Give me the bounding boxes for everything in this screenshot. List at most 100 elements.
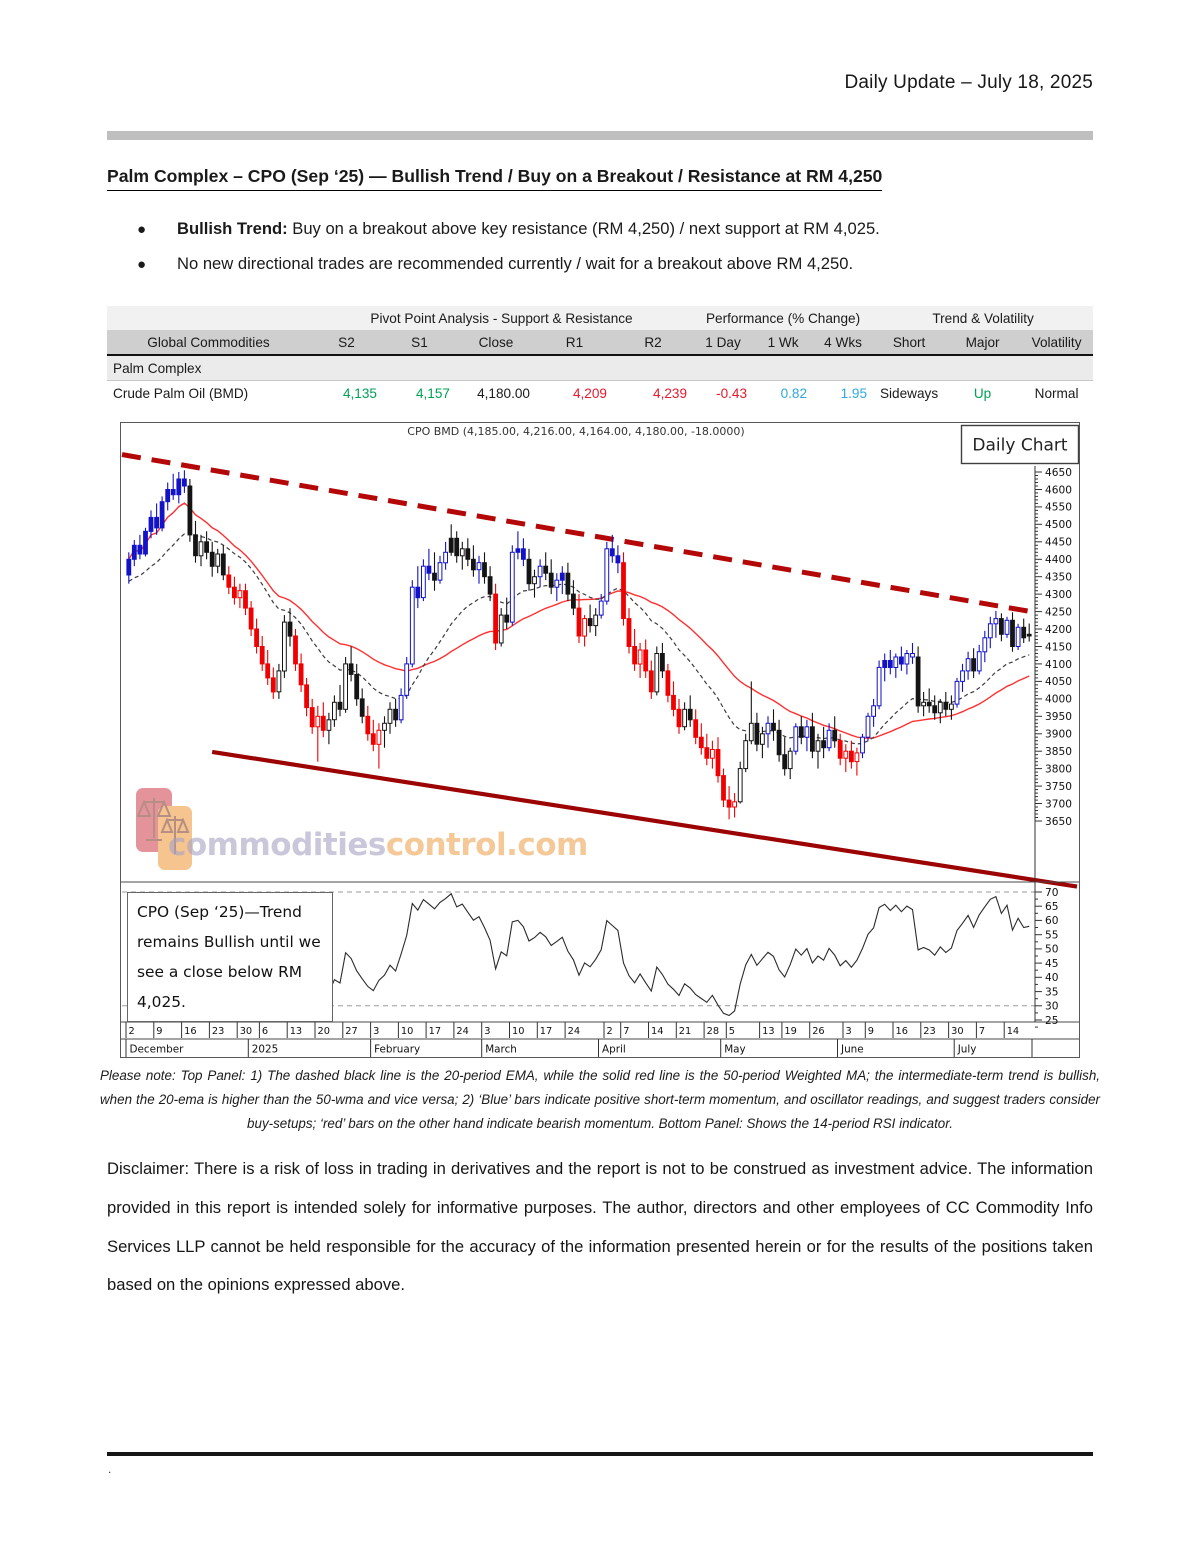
svg-text:3: 3	[846, 1026, 852, 1037]
svg-text:13: 13	[290, 1026, 302, 1037]
svg-text:4600: 4600	[1045, 484, 1072, 496]
cell-close: 4,180.00	[456, 380, 536, 405]
svg-text:June: June	[840, 1044, 864, 1056]
cell-r1: 4,209	[536, 380, 613, 405]
disclaimer-text: Disclaimer: There is a risk of loss in t…	[107, 1159, 1093, 1295]
col-1wk: 1 Wk	[753, 330, 814, 356]
bullet-text: Bullish Trend: Buy on a breakout above k…	[177, 219, 880, 238]
table-group-header-row: Pivot Point Analysis - Support & Resista…	[107, 306, 1094, 330]
svg-text:4650: 4650	[1045, 467, 1072, 479]
svg-text:July: July	[957, 1044, 977, 1056]
pivot-point-table: Pivot Point Analysis - Support & Resista…	[107, 306, 1094, 405]
svg-text:4200: 4200	[1045, 624, 1072, 636]
svg-text:4050: 4050	[1045, 676, 1072, 688]
cell-major-trend: Up	[945, 380, 1021, 405]
svg-text:4,025.: 4,025.	[137, 993, 186, 1011]
svg-text:30: 30	[1045, 1001, 1059, 1013]
svg-text:April: April	[602, 1044, 626, 1056]
svg-text:4250: 4250	[1045, 606, 1072, 618]
svg-text:70: 70	[1045, 887, 1059, 899]
svg-text:30: 30	[951, 1026, 963, 1037]
daily-chart: commoditiescontrol.com 4650 4600 4550 4500 44…	[120, 422, 1080, 1058]
col-s2: S2	[310, 330, 383, 356]
svg-text:23: 23	[923, 1026, 935, 1037]
cell-1wk: 0.82	[753, 380, 814, 405]
svg-text:16: 16	[896, 1026, 908, 1037]
svg-text:55: 55	[1045, 930, 1058, 942]
page-title: Palm Complex – CPO (Sep ‘25) — Bullish T…	[107, 166, 883, 191]
bullet-item: ● No new directional trades are recommen…	[137, 253, 1087, 275]
svg-text:6: 6	[262, 1026, 268, 1037]
svg-text:27: 27	[345, 1026, 357, 1037]
ema20-line	[128, 533, 1030, 745]
table-section-row: Palm Complex	[107, 355, 1094, 381]
svg-text:3700: 3700	[1045, 798, 1072, 810]
svg-text:February: February	[374, 1044, 420, 1056]
cell-s1: 4,157	[383, 380, 456, 405]
watermark-text: commoditiescontrol.com	[168, 827, 588, 863]
svg-text:4100: 4100	[1045, 659, 1072, 671]
svg-text:40: 40	[1045, 972, 1059, 984]
svg-text:3: 3	[373, 1026, 379, 1037]
svg-text:4400: 4400	[1045, 554, 1072, 566]
daily-chart-svg: commoditiescontrol.com 4650 4600 4550 4500 44…	[120, 422, 1080, 1058]
cell-4wks: 1.95	[813, 380, 874, 405]
svg-text:20: 20	[318, 1026, 330, 1037]
svg-text:March: March	[485, 1044, 517, 1056]
footer-divider	[107, 1452, 1093, 1456]
bullet-text: No new directional trades are recommende…	[177, 254, 854, 274]
col-1day: 1 Day	[693, 330, 754, 356]
svg-text:23: 23	[212, 1026, 224, 1037]
chart-footnote: Please note: Top Panel: 1) The dashed bl…	[100, 1068, 1100, 1131]
watermark-logo	[136, 788, 192, 870]
col-major: Major	[945, 330, 1021, 356]
svg-text:3650: 3650	[1045, 816, 1072, 828]
svg-text:65: 65	[1045, 901, 1058, 913]
svg-text:4150: 4150	[1045, 641, 1072, 653]
svg-text:see a close below RM: see a close below RM	[137, 963, 302, 981]
svg-text:19: 19	[784, 1026, 796, 1037]
group-header-pivot: Pivot Point Analysis - Support & Resista…	[310, 306, 694, 330]
svg-text:December: December	[130, 1044, 185, 1056]
bullet-dot-icon: ●	[137, 221, 147, 238]
svg-text:4500: 4500	[1045, 519, 1072, 531]
right-axis: 4650460045504500445044004350430042504200…	[1034, 466, 1072, 1028]
footer-mark: .	[108, 1462, 112, 1476]
col-4wks: 4 Wks	[813, 330, 874, 356]
svg-text:3900: 3900	[1045, 729, 1072, 741]
svg-text:Daily Chart: Daily Chart	[972, 436, 1067, 456]
group-header-performance: Performance (% Change)	[693, 306, 874, 330]
svg-text:16: 16	[184, 1026, 196, 1037]
svg-text:30: 30	[240, 1026, 252, 1037]
bullet-dot-icon: ●	[137, 256, 147, 274]
col-s1: S1	[383, 330, 456, 356]
date-axis: 2 9 16 23 30 6 13 20 27 3 10 17 24 3 10 17 24 2 7 14 21 28 5 13…	[125, 1022, 1033, 1057]
svg-text:4000: 4000	[1045, 694, 1072, 706]
svg-text:3800: 3800	[1045, 763, 1072, 775]
svg-text:5: 5	[729, 1026, 735, 1037]
svg-text:9: 9	[868, 1026, 874, 1037]
svg-text:25: 25	[1045, 1015, 1058, 1027]
chart-title: CPO BMD (4,185.00, 4,216.00, 4,164.00, 4…	[407, 425, 744, 438]
svg-text:35: 35	[1045, 986, 1058, 998]
svg-text:4300: 4300	[1045, 589, 1072, 601]
svg-text:14: 14	[1007, 1026, 1019, 1037]
svg-text:remains Bullish until we: remains Bullish until we	[137, 933, 321, 951]
svg-text:3750: 3750	[1045, 781, 1072, 793]
svg-text:4550: 4550	[1045, 502, 1072, 514]
svg-text:26: 26	[812, 1026, 824, 1037]
top-divider-bar	[107, 131, 1093, 140]
col-r1: R1	[536, 330, 613, 356]
svg-text:17: 17	[540, 1026, 552, 1037]
svg-text:17: 17	[429, 1026, 441, 1037]
group-header-trend: Trend & Volatility	[873, 306, 1094, 330]
svg-text:45: 45	[1045, 958, 1058, 970]
col-volatility: Volatility	[1020, 330, 1094, 356]
svg-text:28: 28	[707, 1026, 719, 1037]
cell-commodity-name: Crude Palm Oil (BMD)	[107, 380, 310, 405]
summary-bullets: ● Bullish Trend: Buy on a breakout above…	[137, 218, 1087, 289]
cell-r2: 4,239	[613, 380, 694, 405]
col-close: Close	[456, 330, 536, 356]
svg-text:10: 10	[401, 1026, 413, 1037]
svg-text:3850: 3850	[1045, 746, 1072, 758]
